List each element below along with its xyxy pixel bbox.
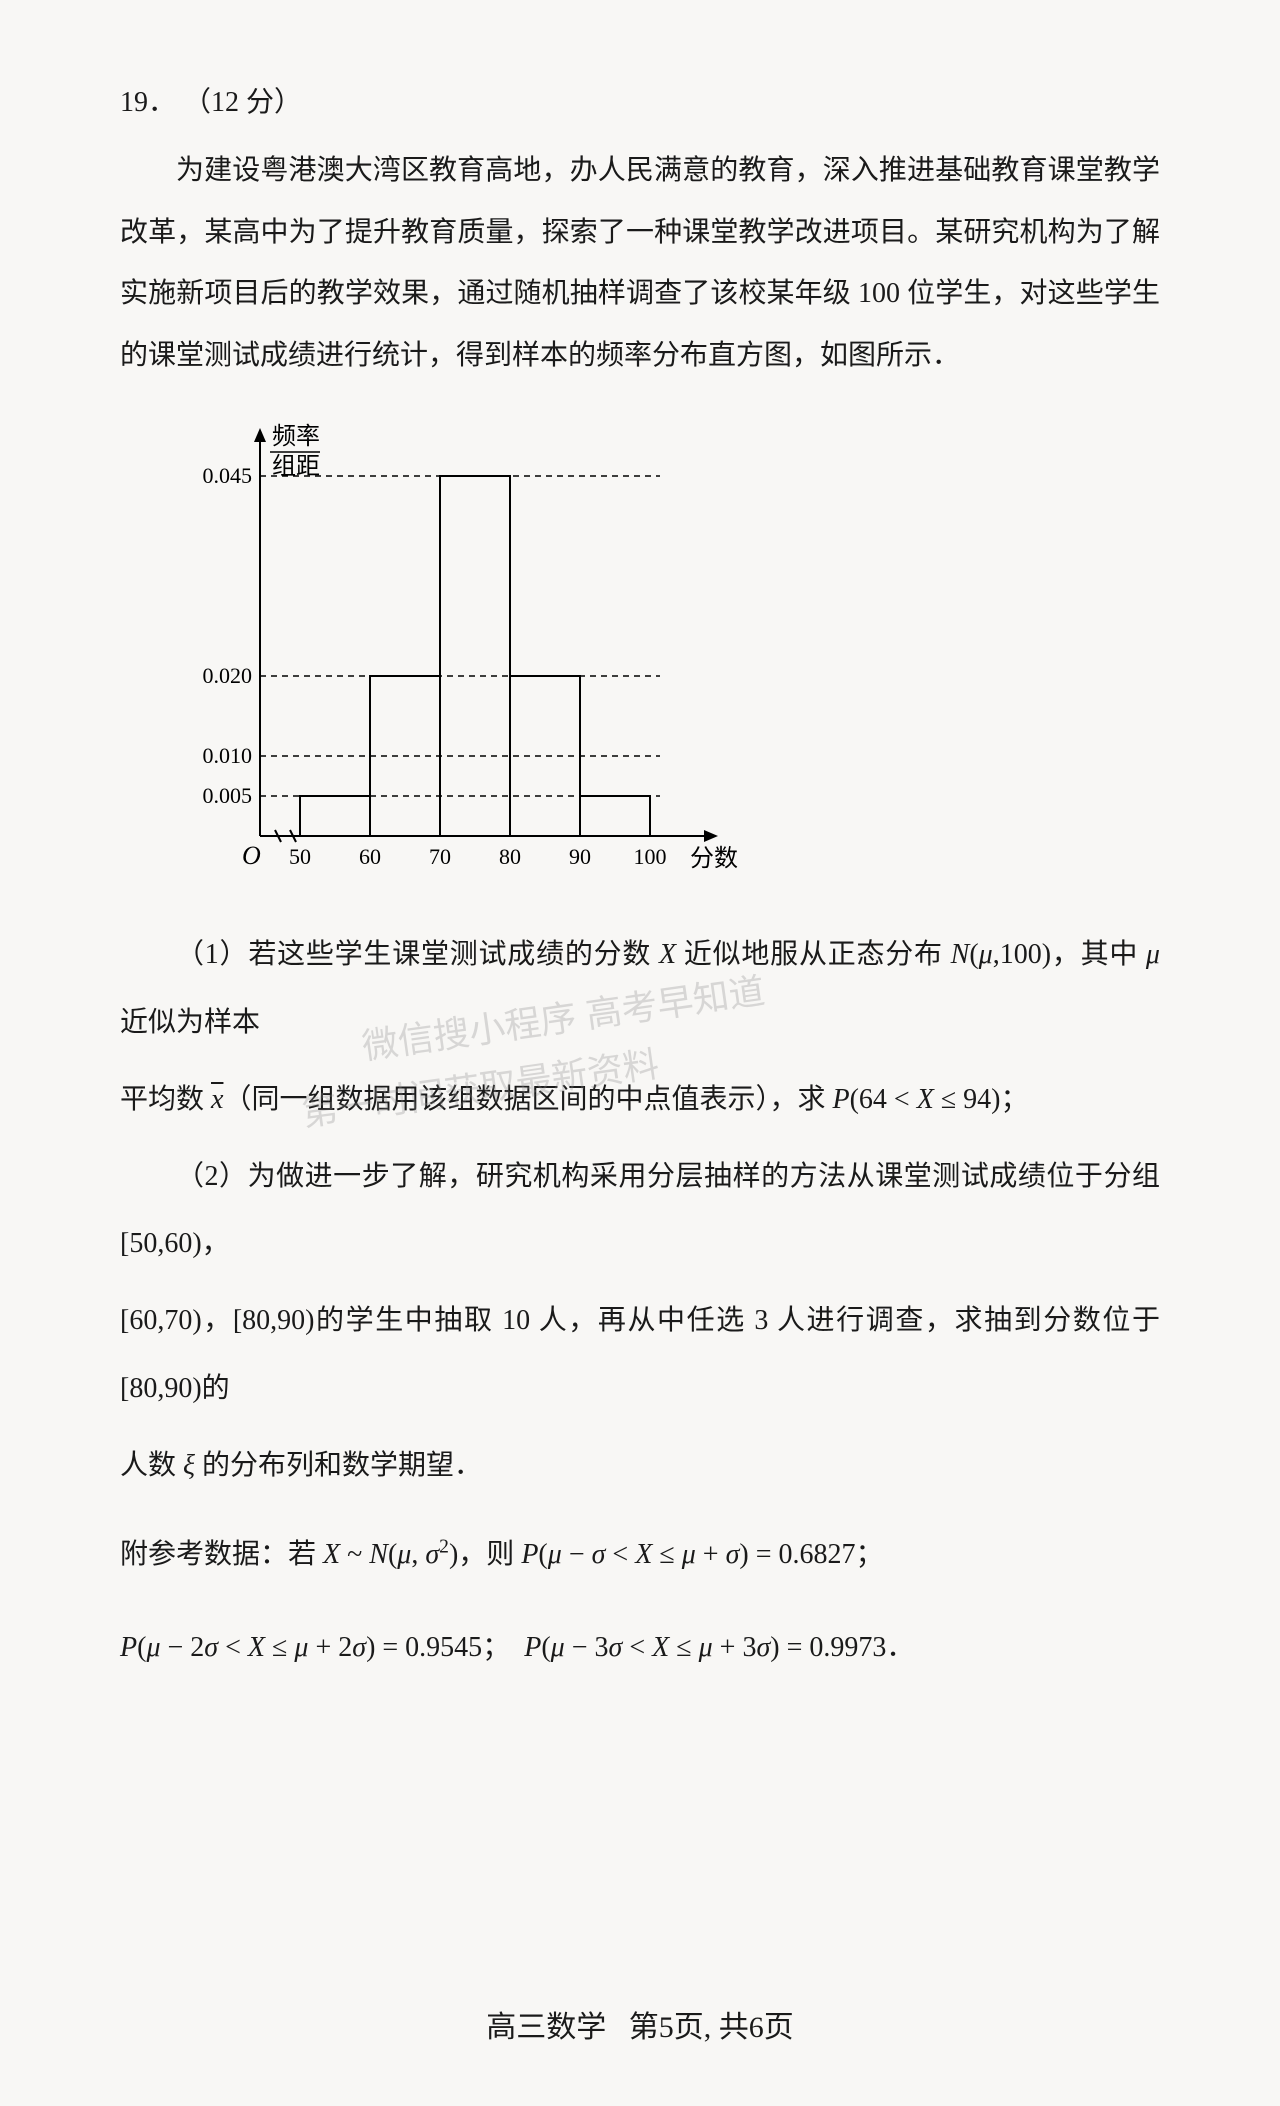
svg-text:频率: 频率 [272,423,320,450]
svg-text:90: 90 [569,844,591,869]
appendix-period: ． [886,1632,914,1663]
question-intro: 为建设粤港澳大湾区教育高地，办人民满意的教育，深入推进基础教育课堂教学改革，某高… [120,140,1160,386]
q-points: （12 分） [183,87,302,118]
subq1-after-dist: ，其中 [1051,939,1146,970]
appendix-line1: 附参考数据：若 X ~ N(μ, σ2)，则 P(μ − σ < X ≤ μ +… [120,1519,1160,1592]
svg-text:50: 50 [289,844,311,869]
svg-text:0.045: 0.045 [203,463,253,488]
subq1-after-x: 近似地服从正态分布 [676,939,951,970]
subq1-l2a: 平均数 [120,1084,211,1115]
x-bar: x [211,1066,223,1133]
svg-text:100: 100 [634,844,667,869]
svg-text:0.020: 0.020 [203,663,253,688]
subq1-line1: （1）若这些学生课堂测试成绩的分数 X 近似地服从正态分布 N(μ,100)，其… [120,921,1160,1055]
mu: μ [1146,939,1160,970]
subq1-after-mu: 近似为样本 [120,1007,260,1038]
histogram-svg: 频率组距分数O0.0050.0100.0200.0455060708090100 [180,416,740,886]
svg-text:分数: 分数 [690,845,738,872]
app-n: N [369,1539,388,1570]
var-x: X [659,939,676,970]
normal-dist: N [951,939,970,970]
svg-text:0.010: 0.010 [203,743,253,768]
footer-subject: 高三数学 [486,2011,606,2044]
app-p1-p: P [521,1539,538,1570]
subq1-lead: （1）若这些学生课堂测试成绩的分数 [176,939,659,970]
prob-p: P [832,1084,849,1115]
subq2-l3b: 的分布列和数学期望． [195,1450,482,1481]
appendix-semi1: ； [856,1539,884,1570]
app-x: X [323,1539,340,1570]
tilde: ~ [347,1539,362,1570]
subq2-l3a: 人数 [120,1450,183,1481]
app-n-args: (μ, σ2) [388,1539,458,1570]
svg-text:70: 70 [429,844,451,869]
svg-text:80: 80 [499,844,521,869]
appendix-after-dist: ，则 [458,1539,521,1570]
appendix-semi2: ； [482,1632,510,1663]
svg-text:60: 60 [359,844,381,869]
app-p2-p: P [120,1632,137,1663]
svg-text:0.005: 0.005 [203,783,253,808]
subq1-l2c: ； [1001,1084,1029,1115]
subq2-line1: （2）为做进一步了解，研究机构采用分层抽样的方法从课堂测试成绩位于分组[50,6… [120,1143,1160,1277]
app-p3-expr: (μ − 3σ < X ≤ μ + 3σ) = 0.9973 [541,1632,886,1663]
subq1-line2: 平均数 x（同一组数据用该组数据区间的中点值表示），求 P(64 < X ≤ 9… [120,1066,1160,1133]
xi: ξ [183,1450,195,1481]
prob-expr: (64 < X ≤ 94) [850,1084,1001,1115]
question-number: 19． （12 分） [120,80,1160,120]
q-num: 19． [120,87,176,118]
appendix-lead: 附参考数据：若 [120,1539,323,1570]
subq1-l2b: （同一组数据用该组数据区间的中点值表示），求 [223,1084,832,1115]
histogram: 频率组距分数O0.0050.0100.0200.0455060708090100 [180,416,1160,891]
page-footer: 高三数学 第5页, 共6页 [0,2002,1280,2046]
subq2-line2: [60,70)，[80,90)的学生中抽取 10 人，再从中任选 3 人进行调查… [120,1287,1160,1421]
normal-params: (μ,100) [969,939,1051,970]
app-p3-p: P [524,1632,541,1663]
app-p2-expr: (μ − 2σ < X ≤ μ + 2σ) = 0.9545 [137,1632,482,1663]
svg-text:O: O [242,841,261,870]
appendix-line2: P(μ − 2σ < X ≤ μ + 2σ) = 0.9545； P(μ − 3… [120,1612,1160,1685]
footer-page: 第5页, 共6页 [629,2011,794,2044]
app-p1-expr: (μ − σ < X ≤ μ + σ) = 0.6827 [538,1539,855,1570]
subq2-line3: 人数 ξ 的分布列和数学期望． [120,1432,1160,1499]
